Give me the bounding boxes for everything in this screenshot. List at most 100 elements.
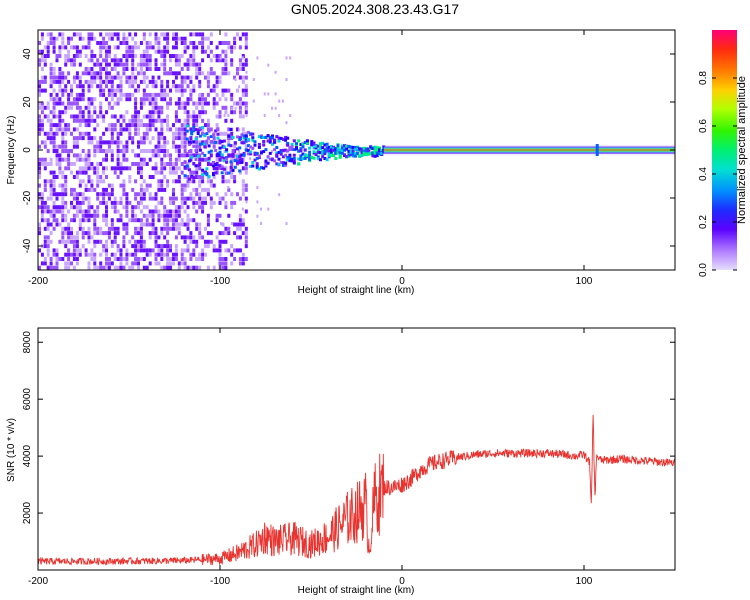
heatmap-cell: [142, 162, 146, 166]
heatmap-cell: [84, 131, 88, 136]
heatmap-cell: [227, 143, 231, 147]
heatmap-cell: [52, 75, 56, 80]
heatmap-cell: [139, 248, 143, 253]
heatmap-cell: [160, 144, 164, 149]
heatmap-cell: [201, 41, 205, 45]
heatmap-cell: [96, 231, 100, 236]
heatmap-cell: [145, 114, 149, 119]
heatmap-cell: [225, 160, 229, 164]
heatmap-cell: [40, 205, 44, 210]
heatmap-cell: [105, 205, 108, 210]
heatmap-cell: [251, 146, 255, 150]
heatmap-cell: [241, 166, 245, 171]
heatmap-cell: [93, 118, 97, 123]
heatmap-cell: [79, 270, 82, 274]
heatmap-cell: [70, 45, 73, 50]
heatmap-cell: [204, 200, 207, 205]
heatmap-cell: [46, 162, 50, 166]
heatmap-cell: [78, 179, 82, 184]
heatmap-cell: [55, 123, 59, 128]
heatmap-cell: [93, 231, 97, 236]
heatmap-cell: [125, 75, 129, 80]
heatmap-cell: [186, 244, 190, 249]
heatmap-cell: [292, 139, 296, 143]
heatmap-cell: [241, 231, 245, 236]
heatmap-cell: [113, 200, 117, 205]
heatmap-cell: [183, 36, 187, 41]
heatmap-cell: [134, 110, 138, 115]
heatmap-cell: [285, 222, 288, 225]
heatmap-cell: [209, 32, 213, 37]
heatmap-cell: [93, 149, 97, 153]
heatmap-cell: [139, 244, 143, 249]
heatmap-cell: [378, 148, 381, 152]
heatmap-cell: [87, 36, 91, 41]
heatmap-cell: [119, 265, 123, 270]
heatmap-cell: [55, 144, 59, 149]
heatmap-cell: [268, 157, 272, 161]
heatmap-cell: [72, 118, 76, 123]
heatmap-cell: [207, 156, 211, 160]
heatmap-cell: [174, 101, 178, 106]
heatmap-cell: [61, 79, 65, 84]
heatmap-cell: [172, 170, 175, 175]
heatmap-cell: [183, 49, 187, 54]
heatmap-cell: [166, 114, 170, 119]
heatmap-cell: [180, 183, 184, 188]
heatmap-cell: [207, 150, 211, 154]
heatmap-cell: [81, 36, 85, 41]
heatmap-cell: [38, 205, 41, 210]
heatmap-cell: [163, 222, 167, 227]
heatmap-cell: [373, 152, 377, 156]
heatmap-cell: [195, 101, 199, 106]
heatmap-cell: [81, 92, 85, 97]
heatmap-cell: [102, 149, 106, 153]
heatmap-cell: [281, 137, 285, 141]
heatmap-cell: [52, 175, 56, 179]
heatmap-cell: [154, 67, 158, 71]
heatmap-cell: [198, 148, 202, 152]
heatmap-cell: [204, 244, 207, 249]
heatmap-cell: [145, 205, 149, 210]
heatmap-cell: [87, 101, 91, 106]
heatmap-cell: [244, 32, 248, 37]
heatmap-cell: [154, 244, 158, 249]
heatmap-cell: [327, 151, 331, 154]
heatmap-cell: [49, 196, 53, 201]
heatmap-cell: [64, 131, 68, 136]
heatmap-cell: [64, 205, 68, 210]
heatmap-cell: [113, 62, 117, 67]
heatmap-cell: [209, 41, 213, 45]
heatmap-cell: [70, 231, 73, 236]
heatmap-cell: [46, 32, 50, 37]
heatmap-cell: [185, 154, 189, 157]
heatmap-cell: [55, 209, 59, 214]
heatmap-cell: [40, 105, 44, 110]
heatmap-cell: [288, 146, 292, 150]
heatmap-cell: [43, 54, 47, 58]
heatmap-cell: [122, 192, 126, 197]
heatmap-cell: [188, 168, 191, 172]
heatmap-cell: [251, 164, 255, 168]
heatmap-cell: [224, 118, 228, 123]
heatmap-cell: [137, 261, 140, 266]
heatmap-cell: [148, 123, 152, 128]
heatmap-cell: [244, 209, 248, 214]
heatmap-cell: [198, 97, 202, 102]
heatmap-cell: [160, 32, 164, 37]
snr-line-plot: [38, 414, 675, 566]
heatmap-cell: [61, 257, 65, 261]
heatmap-cell: [116, 265, 120, 270]
heatmap-cell: [137, 192, 140, 197]
heatmap-cell: [160, 54, 164, 58]
heatmap-cell: [96, 84, 100, 89]
heatmap-cell: [38, 41, 41, 45]
heatmap-cell: [198, 157, 202, 162]
heatmap-cell: [312, 150, 316, 154]
heatmap-cell: [172, 131, 175, 136]
heatmap-cell: [134, 45, 138, 50]
heatmap-cell: [78, 84, 82, 89]
heatmap-cell: [38, 265, 41, 270]
heatmap-cell: [154, 49, 158, 54]
heatmap-cell: [46, 105, 50, 110]
